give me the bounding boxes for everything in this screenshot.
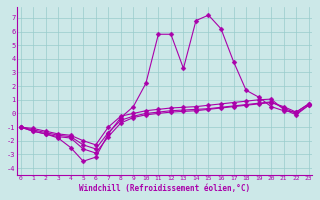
X-axis label: Windchill (Refroidissement éolien,°C): Windchill (Refroidissement éolien,°C) xyxy=(79,184,250,193)
